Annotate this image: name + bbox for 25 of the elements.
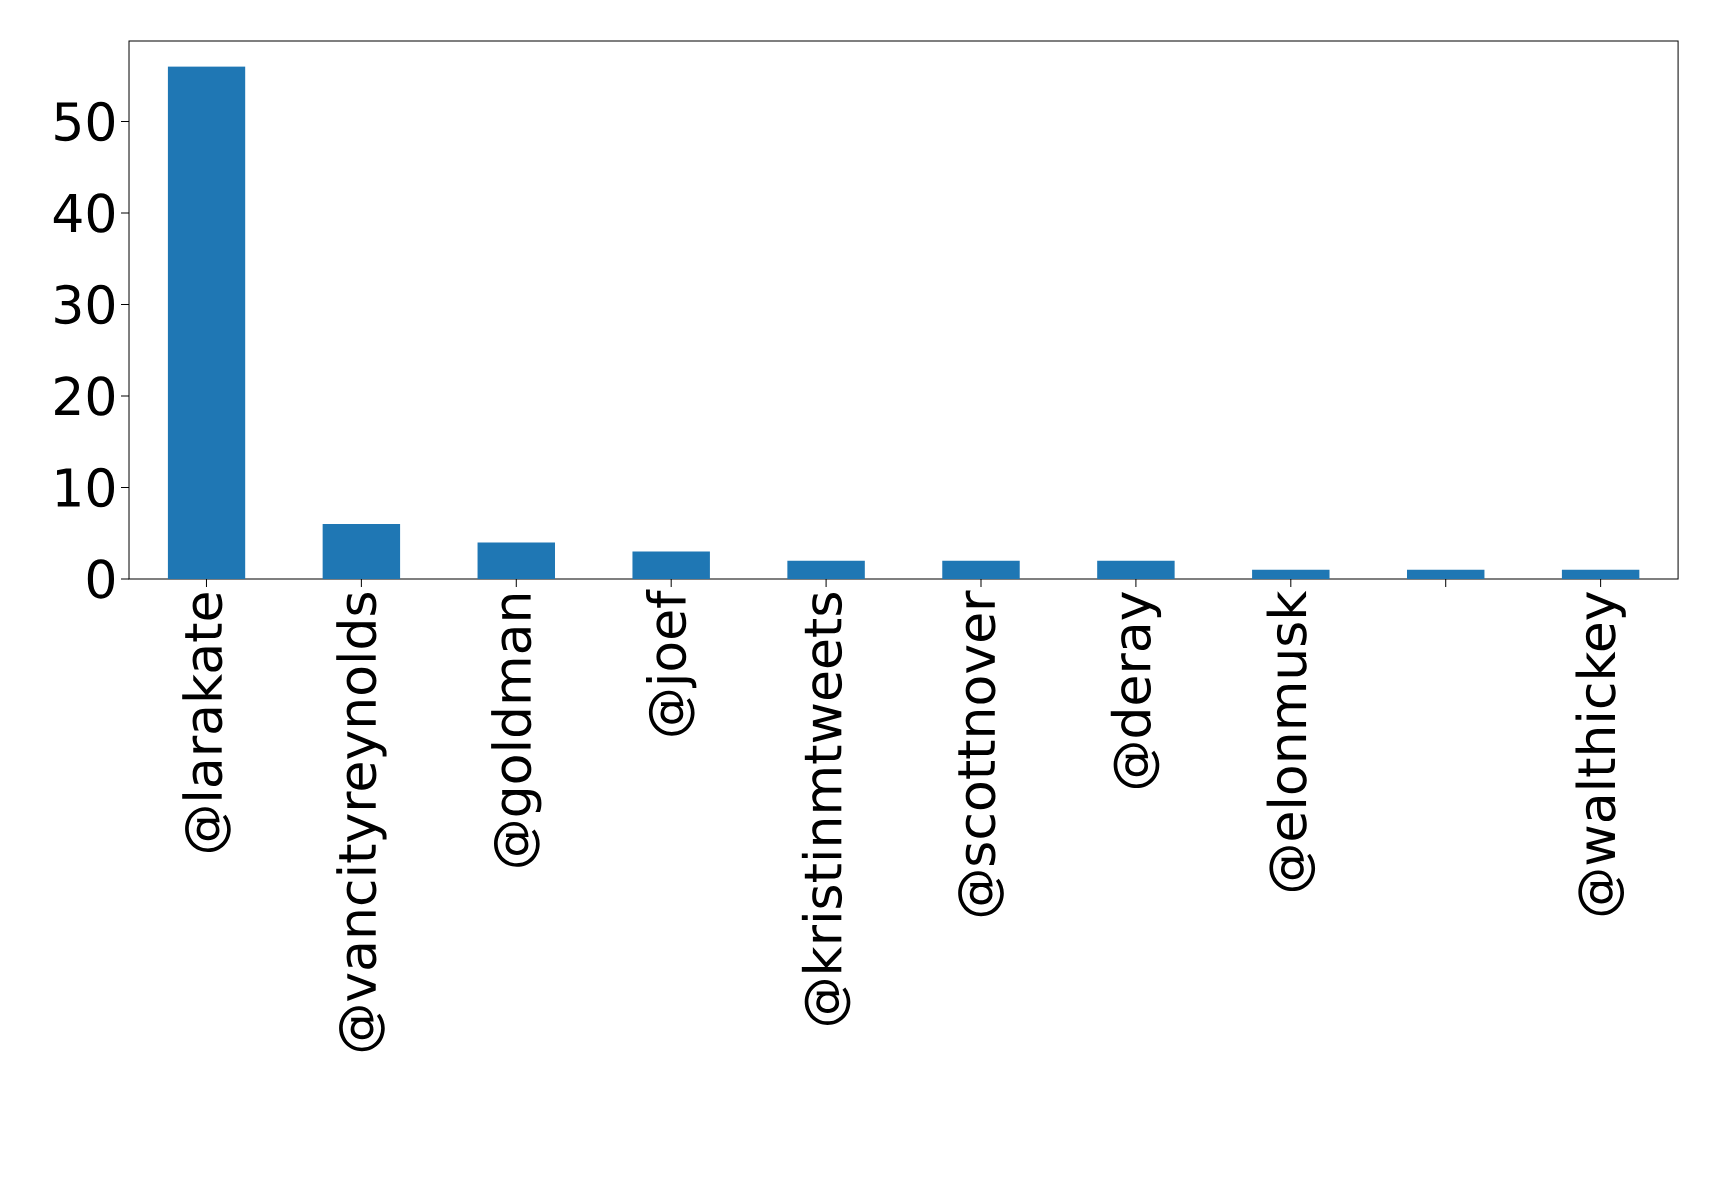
x-tick-label: @deray [1110,592,1162,789]
bar [632,551,710,579]
x-tick-label: @elonmusk [1266,590,1316,892]
bar [942,560,1020,579]
bar [322,524,401,579]
bar [167,66,246,579]
x-tick-label: @walthickey [1575,592,1626,916]
bar [1561,569,1640,579]
x-tick-label: @kristinmtweets [801,593,851,1025]
x-tick-label: @vancityreynolds [336,592,387,1052]
bar [787,560,865,579]
y-tick-label: 0 [87,559,115,599]
x-tick-label: @joef [646,589,697,736]
bar [1406,569,1485,579]
x-tick-label: @larakate [182,593,231,853]
y-tick-label: 30 [55,284,115,325]
y-tick-label: 20 [55,376,115,416]
bar [477,542,556,579]
bar [1097,560,1175,579]
y-tick-label: 40 [53,193,115,233]
bar [1252,569,1330,579]
x-tick-label: @scottnover [958,590,1004,917]
y-tick-label: 50 [55,101,115,142]
x-tick-label: @goldman [491,594,542,867]
y-tick-label: 10 [57,467,115,508]
